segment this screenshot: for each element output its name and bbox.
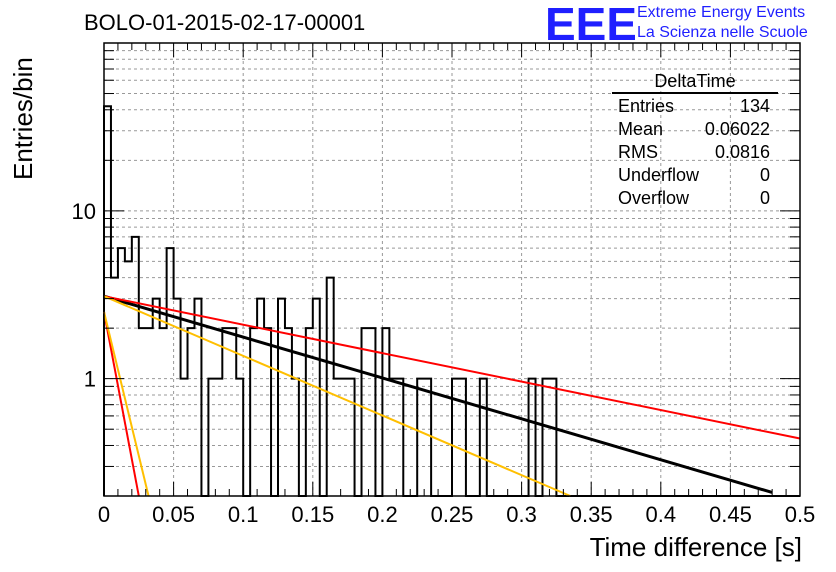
histogram-bin [250,328,257,496]
histogram-bin [167,248,174,496]
histogram-bin [306,328,313,496]
histogram-bin [104,106,111,496]
histogram-bin [396,379,403,496]
histogram-bin [208,379,215,496]
histogram-bin [222,328,229,496]
stats-value: 0.0816 [714,142,770,162]
stats-row-underflow: Underflow 0 [612,164,778,187]
histogram-bin [215,379,222,496]
stats-value: 134 [739,96,770,116]
histogram-bin [389,379,396,496]
histogram-bin [542,379,549,496]
x-tick-label: 0.45 [709,502,752,527]
histogram-bin [160,328,167,496]
histogram-bin [452,379,459,496]
histogram-bin [132,237,139,496]
fit-line [103,311,140,497]
stats-label: Underflow [618,165,700,185]
stats-row-mean: Mean 0.06022 [612,118,778,141]
logo-mark: EEE [545,3,635,43]
histogram-bin [362,328,369,496]
stats-title: DeltaTime [612,70,778,94]
axis-ticks [103,43,801,497]
stats-label: Mean [618,119,664,139]
x-tick-label: 0.3 [506,502,537,527]
histogram-bin [236,379,243,496]
x-axis-label: Time difference [s] [589,532,802,562]
stats-label: Entries [618,96,675,116]
x-tick-label: 0.4 [646,502,677,527]
y-tick-label: 10 [72,199,96,224]
histogram-bin [549,379,556,496]
fit-line [103,294,773,494]
fit-lines [103,294,801,497]
stats-label: Overflow [618,188,690,208]
stats-value: 0 [759,188,770,208]
eee-logo: EEE [545,3,635,43]
fit-line [103,295,801,440]
x-tick-label: 0.1 [228,502,259,527]
chart-title: BOLO-01-2015-02-17-00001 [84,10,366,35]
stats-row-entries: Entries 134 [612,95,778,118]
histogram-bin [459,379,466,496]
fit-line [103,311,150,497]
stats-value: 0 [759,165,770,185]
x-tick-label: 0.15 [291,502,334,527]
y-axis-label: Entries/bin [8,57,38,180]
histogram-bin [417,379,424,496]
stats-row-rms: RMS 0.0816 [612,141,778,164]
stats-row-overflow: Overflow 0 [612,187,778,210]
stats-value: 0.06022 [704,119,770,139]
histogram-bin [285,328,292,496]
histogram-bin [181,379,188,496]
logo-line-1: Extreme Energy Events [637,4,806,21]
x-tick-label: 0 [98,502,110,527]
y-tick-label: 1 [84,367,96,392]
logo-line-2: La Scienza nelle Scuole [637,24,808,41]
histogram-bin [341,379,348,496]
histogram-bin [146,328,153,496]
tick-labels: 0 0.05 0.1 0.15 0.2 0.25 0.3 0.35 0.4 0.45 0.5 1 10 [72,199,816,527]
histogram-bin [480,379,487,496]
histogram-bin [188,328,195,496]
x-tick-label: 0.35 [570,502,613,527]
stats-label: RMS [618,142,658,162]
histogram-bin [348,379,355,496]
histogram-bin [264,328,271,496]
x-tick-label: 0.05 [152,502,195,527]
stats-box: DeltaTime Entries 134 Mean 0.06022 RMS 0… [612,70,778,210]
histogram-bin [292,379,299,496]
histogram-bin [424,379,431,496]
x-tick-label: 0.25 [431,502,474,527]
x-tick-label: 0.5 [785,502,816,527]
x-tick-label: 0.2 [367,502,398,527]
fit-line [103,295,571,497]
